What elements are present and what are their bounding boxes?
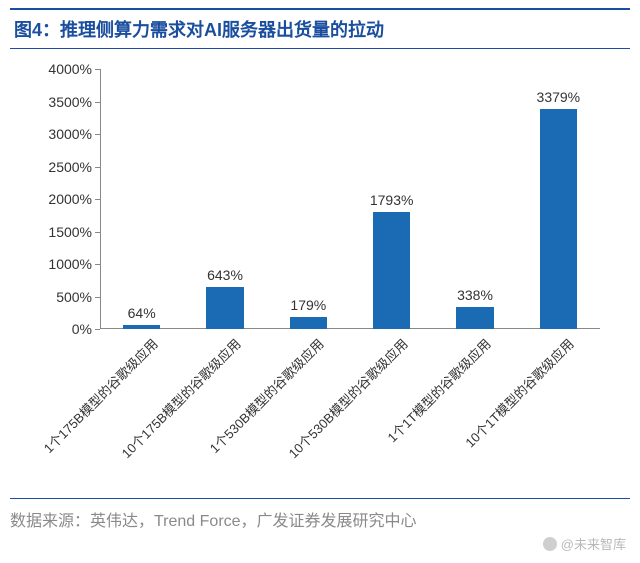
y-tick-mark <box>95 329 100 330</box>
bars-group: 64% 643% 179% 1793% 338% 3379% <box>100 69 600 329</box>
title-row: 图4：推理侧算力需求对AI服务器出货量的拉动 <box>10 8 630 49</box>
bar: 179% <box>290 317 328 329</box>
bar-value-label: 338% <box>457 287 493 303</box>
figure-container: 图4：推理侧算力需求对AI服务器出货量的拉动 0%500%1000%1500%2… <box>0 0 640 563</box>
y-tick-label: 2000% <box>48 191 100 207</box>
bar: 3379% <box>540 109 578 329</box>
bar-value-label: 643% <box>207 267 243 283</box>
bar-value-label: 3379% <box>537 89 581 105</box>
bar-value-label: 64% <box>128 305 156 321</box>
watermark-icon <box>543 537 557 551</box>
bar-value-label: 179% <box>290 297 326 313</box>
bar: 64% <box>123 325 161 329</box>
y-tick-label: 1500% <box>48 224 100 240</box>
watermark-text: @未来智库 <box>561 534 626 553</box>
x-labels-group: 1个175B模型的谷歌级应用10个175B模型的谷歌级应用1个530B模型的谷歌… <box>100 334 600 474</box>
chart-area: 0%500%1000%1500%2000%2500%3000%3500%4000… <box>10 59 630 479</box>
bar-value-label: 1793% <box>370 192 414 208</box>
y-tick-label: 2500% <box>48 159 100 175</box>
y-tick-label: 4000% <box>48 61 100 77</box>
y-tick-label: 3500% <box>48 94 100 110</box>
plot-region: 0%500%1000%1500%2000%2500%3000%3500%4000… <box>100 69 600 329</box>
y-tick-label: 3000% <box>48 126 100 142</box>
bar: 643% <box>206 287 244 329</box>
source-text: 数据来源：英伟达，Trend Force，广发证券发展研究中心 <box>10 513 417 530</box>
figure-title: 图4：推理侧算力需求对AI服务器出货量的拉动 <box>14 20 384 40</box>
bar: 1793% <box>373 212 411 329</box>
source-citation: 数据来源：英伟达，Trend Force，广发证券发展研究中心 <box>10 498 630 531</box>
y-tick-label: 1000% <box>48 256 100 272</box>
y-tick-label: 500% <box>56 289 100 305</box>
bar: 338% <box>456 307 494 329</box>
watermark: @未来智库 <box>543 534 626 553</box>
